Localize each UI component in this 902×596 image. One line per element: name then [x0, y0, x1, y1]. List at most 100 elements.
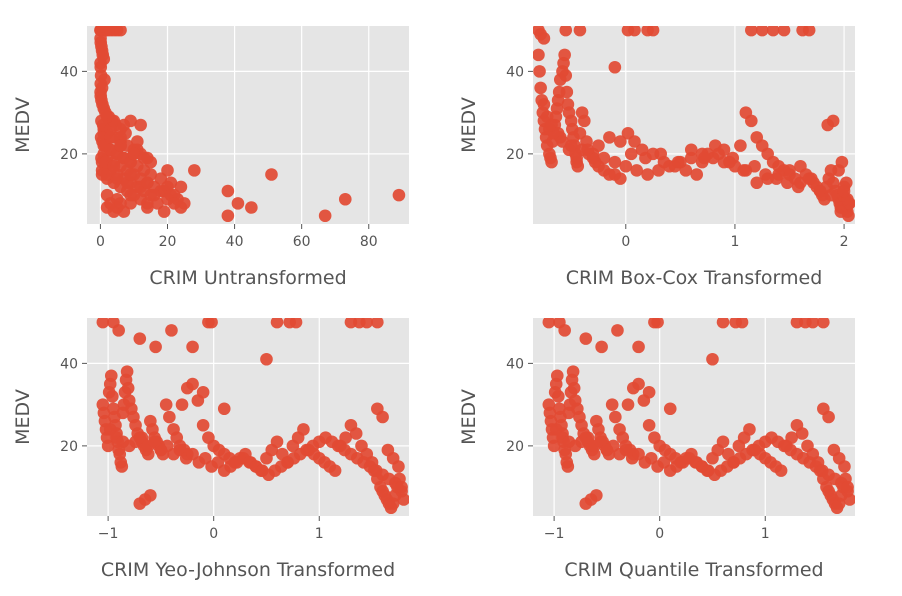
- data-point: [624, 147, 638, 161]
- scatter-points: [533, 26, 855, 223]
- data-point: [817, 318, 830, 329]
- data-point: [360, 318, 374, 329]
- data-point: [124, 114, 137, 128]
- chart-panel-4: −1 0 1 20 40 CRIM Quantile Transformed MEDV: [458, 318, 855, 581]
- x-tick-label: −1: [544, 526, 565, 542]
- plot-area: [533, 318, 855, 516]
- data-point: [723, 155, 736, 169]
- y-tick-label: 40: [506, 356, 524, 372]
- data-point: [774, 464, 788, 477]
- data-point: [759, 168, 772, 181]
- data-point: [133, 497, 147, 510]
- data-point: [159, 398, 173, 411]
- y-tick-label: 40: [60, 64, 78, 80]
- data-point: [558, 48, 571, 62]
- data-point: [120, 365, 134, 378]
- chart-panel-3: −1 0 1 20 40 CRIM Yeo-Johnson Transformed MEDV: [12, 318, 409, 581]
- data-point: [698, 151, 711, 165]
- scatter-points: [542, 318, 855, 515]
- data-point: [605, 398, 619, 411]
- x-axis-label: CRIM Box-Cox Transformed: [566, 267, 823, 289]
- data-point: [626, 381, 640, 395]
- data-point: [141, 201, 154, 214]
- data-point: [611, 324, 624, 337]
- x-tick-label: −1: [98, 526, 119, 542]
- y-axis-label: MEDV: [458, 97, 480, 153]
- data-point: [566, 365, 580, 378]
- data-point: [663, 402, 677, 416]
- data-point: [579, 332, 593, 345]
- data-point: [542, 318, 556, 329]
- data-point: [781, 176, 794, 190]
- data-point: [98, 73, 111, 86]
- data-point: [632, 340, 645, 354]
- data-point: [552, 390, 565, 403]
- y-axis-label: MEDV: [12, 389, 34, 445]
- data-point: [560, 85, 574, 99]
- data-point: [785, 431, 798, 444]
- data-point: [338, 192, 352, 206]
- data-point: [562, 143, 576, 157]
- data-point: [802, 26, 816, 37]
- data-point: [581, 143, 594, 157]
- data-point: [318, 209, 332, 223]
- data-point: [196, 385, 210, 399]
- data-point: [734, 139, 747, 152]
- data-point: [221, 209, 235, 223]
- data-point: [297, 423, 310, 436]
- data-point: [578, 114, 591, 128]
- chart-panel-1: 0 20 40 60 80 20 40 CRIM Untransformed MEDV: [12, 26, 409, 289]
- y-tick-label: 40: [60, 356, 78, 372]
- x-axis-label: CRIM Yeo-Johnson Transformed: [101, 559, 395, 581]
- data-point: [690, 168, 704, 181]
- x-tick-label: 1: [730, 234, 739, 250]
- x-tick-label: 60: [293, 234, 311, 250]
- data-point: [843, 493, 855, 506]
- data-point: [608, 155, 622, 169]
- data-point: [101, 439, 115, 453]
- x-tick-label: 1: [315, 526, 324, 542]
- data-point: [595, 340, 608, 354]
- data-point: [561, 460, 575, 473]
- y-tick-label: 20: [60, 439, 78, 455]
- data-point: [716, 318, 730, 329]
- data-point: [770, 172, 783, 185]
- data-point: [570, 151, 583, 165]
- data-point: [371, 402, 384, 416]
- data-point: [104, 369, 118, 383]
- data-point: [837, 184, 851, 198]
- data-point: [245, 201, 258, 214]
- data-point: [573, 26, 587, 37]
- data-point: [115, 460, 129, 473]
- data-point: [827, 443, 841, 457]
- data-point: [706, 352, 719, 366]
- data-point: [684, 143, 698, 157]
- data-point: [579, 497, 593, 510]
- data-point: [791, 180, 805, 194]
- data-point: [642, 385, 656, 399]
- data-point: [96, 318, 110, 329]
- data-point: [131, 135, 144, 148]
- data-point: [646, 26, 660, 37]
- data-point: [813, 184, 827, 198]
- data-point: [608, 60, 622, 74]
- data-point: [817, 402, 830, 416]
- data-point: [137, 151, 151, 165]
- data-point: [619, 159, 633, 173]
- data-point: [777, 26, 791, 37]
- scatter-points: [94, 26, 406, 223]
- data-point: [545, 155, 558, 169]
- y-tick-label: 40: [506, 64, 524, 80]
- data-point: [841, 480, 854, 494]
- x-tick-label: 20: [159, 234, 177, 250]
- data-point: [534, 81, 547, 95]
- data-point: [651, 318, 664, 329]
- data-point: [114, 26, 127, 37]
- data-point: [270, 435, 284, 449]
- data-point: [794, 159, 807, 173]
- data-point: [537, 32, 551, 45]
- x-tick-label: 0: [621, 234, 630, 250]
- data-point: [795, 427, 809, 440]
- data-point: [824, 188, 838, 202]
- data-point: [639, 151, 652, 165]
